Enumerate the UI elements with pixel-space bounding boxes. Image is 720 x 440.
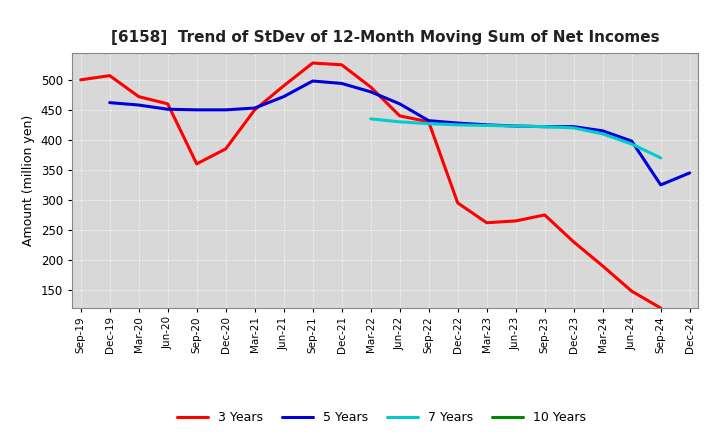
- 3 Years: [251, 107, 259, 113]
- 7 Years: [424, 121, 433, 126]
- 3 Years: [598, 263, 607, 268]
- 5 Years: [163, 106, 172, 112]
- 5 Years: [598, 128, 607, 133]
- 3 Years: [279, 83, 288, 88]
- 7 Years: [395, 119, 404, 125]
- 3 Years: [221, 146, 230, 151]
- 7 Years: [482, 123, 491, 128]
- 5 Years: [685, 170, 694, 176]
- 5 Years: [395, 101, 404, 106]
- Line: 5 Years: 5 Years: [109, 81, 690, 185]
- 7 Years: [627, 141, 636, 147]
- Line: 7 Years: 7 Years: [371, 119, 661, 158]
- 3 Years: [454, 200, 462, 205]
- 5 Years: [482, 122, 491, 128]
- 7 Years: [541, 124, 549, 129]
- 3 Years: [308, 60, 317, 66]
- 5 Years: [424, 118, 433, 123]
- 5 Years: [627, 139, 636, 144]
- Title: [6158]  Trend of StDev of 12-Month Moving Sum of Net Incomes: [6158] Trend of StDev of 12-Month Moving…: [111, 29, 660, 45]
- 5 Years: [366, 89, 375, 95]
- 5 Years: [135, 103, 143, 108]
- 5 Years: [251, 106, 259, 111]
- 3 Years: [627, 289, 636, 294]
- Line: 3 Years: 3 Years: [81, 63, 661, 308]
- 3 Years: [657, 305, 665, 311]
- 3 Years: [338, 62, 346, 67]
- 3 Years: [135, 94, 143, 99]
- 5 Years: [541, 124, 549, 129]
- 3 Years: [511, 218, 520, 224]
- 3 Years: [482, 220, 491, 225]
- 7 Years: [570, 125, 578, 131]
- 5 Years: [338, 81, 346, 86]
- 3 Years: [163, 101, 172, 106]
- 7 Years: [454, 122, 462, 128]
- 5 Years: [570, 124, 578, 129]
- 3 Years: [395, 113, 404, 118]
- 5 Years: [279, 94, 288, 99]
- 5 Years: [192, 107, 201, 113]
- 3 Years: [570, 239, 578, 245]
- 3 Years: [366, 84, 375, 90]
- 5 Years: [308, 78, 317, 84]
- 3 Years: [424, 119, 433, 125]
- Legend: 3 Years, 5 Years, 7 Years, 10 Years: 3 Years, 5 Years, 7 Years, 10 Years: [172, 407, 591, 429]
- 5 Years: [105, 100, 114, 105]
- 5 Years: [454, 121, 462, 126]
- Y-axis label: Amount (million yen): Amount (million yen): [22, 115, 35, 246]
- 7 Years: [366, 116, 375, 121]
- 3 Years: [192, 161, 201, 166]
- 7 Years: [511, 123, 520, 128]
- 5 Years: [511, 123, 520, 128]
- 3 Years: [105, 73, 114, 78]
- 3 Years: [76, 77, 85, 82]
- 5 Years: [221, 107, 230, 113]
- 3 Years: [541, 212, 549, 217]
- 7 Years: [598, 131, 607, 136]
- 7 Years: [657, 155, 665, 161]
- 5 Years: [657, 182, 665, 187]
